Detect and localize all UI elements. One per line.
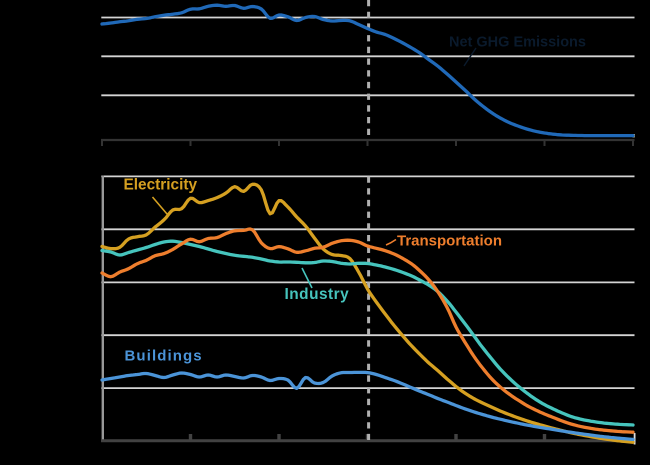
svg-text:Electricity: Electricity — [124, 177, 198, 194]
svg-text:Industry: Industry — [285, 286, 350, 303]
svg-text:Transportation: Transportation — [397, 232, 502, 249]
svg-text:Net GHG Emissions: Net GHG Emissions — [449, 35, 586, 51]
svg-text:Buildings: Buildings — [125, 348, 203, 365]
